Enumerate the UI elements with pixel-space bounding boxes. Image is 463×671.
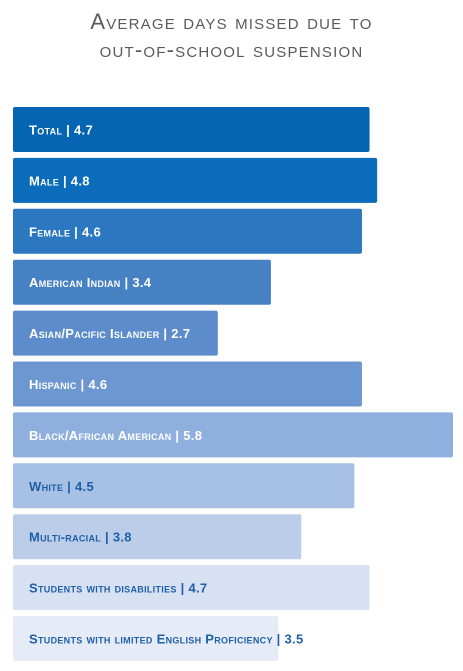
chart-title: Average days missed due to out-of-school…	[0, 8, 463, 64]
bar-students-with-limited-english-proficiency	[13, 616, 279, 661]
bar-hispanic	[13, 361, 362, 407]
bar-label-black-african-american: Black/African American | 5.8	[29, 428, 202, 443]
bar-label-american-indian: American Indian | 3.4	[29, 275, 152, 290]
bar-male	[13, 157, 378, 203]
bar-label-multi-racial: Multi-racial | 3.8	[29, 530, 132, 545]
bar-label-students-with-disabilities: Students with disabilities | 4.7	[29, 581, 207, 596]
bar-label-total: Total | 4.7	[29, 123, 93, 138]
chart-title-line-2: out-of-school suspension	[99, 37, 364, 62]
chart-title-line-1: Average days missed due to	[90, 9, 373, 34]
bar-label-asian-pacific-islander: Asian/Pacific Islander | 2.7	[29, 326, 190, 341]
bar-label-male: Male | 4.8	[29, 173, 90, 188]
bar-asian-pacific-islander	[13, 310, 218, 356]
bar-black-african-american	[13, 412, 453, 458]
bar-label-students-with-limited-english-proficiency: Students with limited English Proficienc…	[29, 632, 303, 647]
bar-label-white: White | 4.5	[29, 479, 94, 494]
bar-total	[13, 107, 370, 152]
bar-american-indian	[13, 259, 271, 305]
bar-female	[13, 208, 362, 254]
bar-white	[13, 463, 355, 509]
bar-label-female: Female | 4.6	[29, 224, 101, 239]
bar-label-hispanic: Hispanic | 4.6	[29, 377, 107, 392]
bar-students-with-disabilities	[13, 565, 370, 611]
bar-multi-racial	[13, 514, 302, 560]
